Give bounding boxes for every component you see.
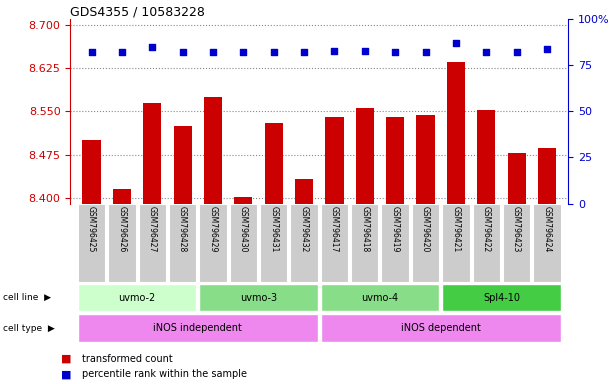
Bar: [108, 204, 136, 282]
Bar: [381, 204, 409, 282]
Point: [147, 44, 157, 50]
Bar: [204, 97, 222, 204]
Bar: [508, 153, 525, 204]
Text: cell type  ▶: cell type ▶: [3, 324, 55, 333]
Text: GSM796422: GSM796422: [481, 206, 491, 252]
Bar: [78, 204, 105, 282]
Bar: [386, 117, 404, 204]
Text: GSM796423: GSM796423: [512, 206, 521, 252]
Text: GSM796430: GSM796430: [239, 206, 248, 252]
Point: [420, 49, 430, 55]
Bar: [265, 123, 283, 204]
Point: [542, 46, 552, 52]
Text: GSM796429: GSM796429: [208, 206, 218, 252]
Point: [87, 49, 97, 55]
Text: GSM796417: GSM796417: [330, 206, 339, 252]
Bar: [113, 189, 131, 204]
Point: [117, 49, 126, 55]
Bar: [230, 204, 257, 282]
Bar: [260, 204, 287, 282]
Text: GSM796428: GSM796428: [178, 206, 187, 252]
Text: GSM796432: GSM796432: [299, 206, 309, 252]
Text: GSM796426: GSM796426: [117, 206, 126, 252]
Bar: [78, 284, 196, 311]
Bar: [533, 204, 561, 282]
Point: [329, 48, 339, 54]
Point: [481, 49, 491, 55]
Text: uvmo-3: uvmo-3: [240, 293, 277, 303]
Bar: [199, 284, 318, 311]
Text: ■: ■: [61, 369, 71, 379]
Text: GSM796419: GSM796419: [390, 206, 400, 252]
Bar: [472, 204, 500, 282]
Bar: [321, 284, 439, 311]
Bar: [325, 117, 343, 204]
Bar: [199, 204, 227, 282]
Bar: [417, 116, 434, 204]
Bar: [356, 109, 374, 204]
Bar: [139, 204, 166, 282]
Text: uvmo-4: uvmo-4: [362, 293, 398, 303]
Bar: [143, 103, 161, 204]
Text: iNOS independent: iNOS independent: [153, 323, 242, 333]
Point: [512, 49, 522, 55]
Text: GSM796427: GSM796427: [148, 206, 157, 252]
Bar: [538, 147, 556, 204]
Bar: [321, 204, 348, 282]
Text: cell line  ▶: cell line ▶: [3, 293, 51, 302]
Point: [269, 49, 279, 55]
Point: [178, 49, 188, 55]
Text: GDS4355 / 10583228: GDS4355 / 10583228: [70, 5, 205, 18]
Text: percentile rank within the sample: percentile rank within the sample: [82, 369, 247, 379]
Text: GSM796424: GSM796424: [543, 206, 552, 252]
Point: [451, 40, 461, 46]
Bar: [503, 204, 530, 282]
Bar: [412, 204, 439, 282]
Bar: [295, 179, 313, 204]
Text: GSM796420: GSM796420: [421, 206, 430, 252]
Bar: [442, 204, 469, 282]
Text: GSM796425: GSM796425: [87, 206, 96, 252]
Bar: [477, 109, 496, 204]
Bar: [447, 63, 465, 204]
Bar: [174, 126, 192, 204]
Bar: [351, 204, 378, 282]
Text: ■: ■: [61, 354, 71, 364]
Bar: [442, 284, 561, 311]
Point: [238, 49, 248, 55]
Text: iNOS dependent: iNOS dependent: [401, 323, 481, 333]
Bar: [78, 314, 318, 342]
Text: Spl4-10: Spl4-10: [483, 293, 520, 303]
Text: GSM796421: GSM796421: [452, 206, 460, 252]
Text: GSM796431: GSM796431: [269, 206, 278, 252]
Point: [390, 49, 400, 55]
Bar: [321, 314, 561, 342]
Point: [208, 49, 218, 55]
Point: [360, 48, 370, 54]
Bar: [290, 204, 318, 282]
Text: transformed count: transformed count: [82, 354, 174, 364]
Bar: [169, 204, 196, 282]
Text: GSM796418: GSM796418: [360, 206, 369, 252]
Text: uvmo-2: uvmo-2: [119, 293, 156, 303]
Point: [299, 49, 309, 55]
Bar: [234, 197, 252, 204]
Bar: [82, 140, 101, 204]
